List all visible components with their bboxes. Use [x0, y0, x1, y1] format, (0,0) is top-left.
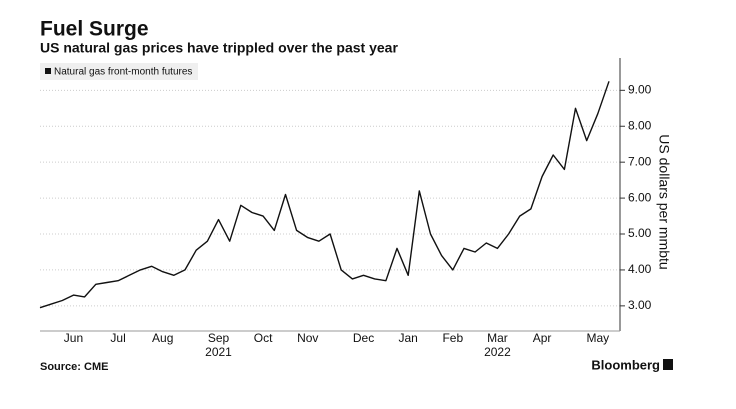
x-tick-label: Aug	[152, 331, 173, 345]
x-tick-label: Jul	[110, 331, 125, 345]
legend-box	[40, 63, 198, 80]
x-tick-label: Apr	[533, 331, 552, 345]
x-tick-label: Sep	[208, 331, 230, 345]
line	[39, 81, 610, 309]
y-tick-label: 4.00	[628, 262, 652, 276]
x-tick-label: May	[587, 331, 610, 345]
y-tick-label: 8.00	[628, 118, 652, 132]
legend-swatch	[45, 68, 51, 74]
brand: Bloomberg	[591, 357, 660, 372]
brand-icon	[663, 359, 673, 370]
chart-subtitle: US natural gas prices have trippled over…	[40, 40, 398, 56]
x-tick-label: Dec	[353, 331, 374, 345]
legend-label: Natural gas front-month futures	[54, 67, 192, 78]
y-tick-label: 6.00	[628, 190, 652, 204]
x-tick-label: Oct	[254, 331, 273, 345]
y-axis-label: US dollars per mmbtu	[656, 134, 672, 269]
y-tick-label: 3.00	[628, 298, 652, 312]
x-tick-label: Feb	[442, 331, 463, 345]
y-tick-label: 7.00	[628, 154, 652, 168]
x-tick-label: Jan	[398, 331, 417, 345]
x-tick-label: Nov	[297, 331, 318, 345]
source: Source: CME	[40, 361, 108, 373]
x-year-label: 2021	[205, 345, 232, 359]
x-tick-label: Mar	[487, 331, 508, 345]
x-tick-label: Jun	[64, 331, 83, 345]
x-year-label: 2022	[484, 345, 511, 359]
y-tick-label: 5.00	[628, 226, 652, 240]
chart-title: Fuel Surge	[40, 18, 149, 41]
y-tick-label: 9.00	[628, 83, 652, 97]
